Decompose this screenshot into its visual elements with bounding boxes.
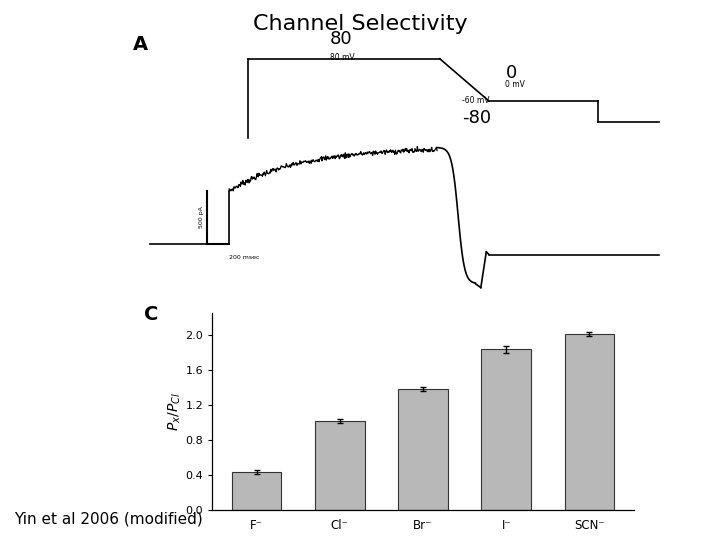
Text: Channel Selectivity: Channel Selectivity: [253, 14, 467, 33]
Bar: [232, 472, 282, 510]
Bar: [398, 389, 448, 510]
Text: 0: 0: [505, 64, 517, 82]
Text: 80: 80: [330, 30, 353, 48]
Text: Yin et al 2006 (modified): Yin et al 2006 (modified): [14, 511, 203, 526]
Text: 80 mV: 80 mV: [330, 53, 355, 63]
Text: -60 mV: -60 mV: [462, 96, 489, 105]
Text: 200 msec: 200 msec: [229, 254, 260, 260]
Bar: [481, 349, 531, 510]
Bar: [564, 334, 614, 510]
Text: 500 pA: 500 pA: [199, 207, 204, 228]
Y-axis label: $P_x/P_{Cl}$: $P_x/P_{Cl}$: [166, 392, 183, 431]
Text: A: A: [133, 35, 148, 54]
Text: -80: -80: [462, 109, 491, 127]
Text: 0 mV: 0 mV: [505, 80, 526, 89]
Text: C: C: [144, 305, 158, 324]
Bar: [315, 421, 365, 510]
